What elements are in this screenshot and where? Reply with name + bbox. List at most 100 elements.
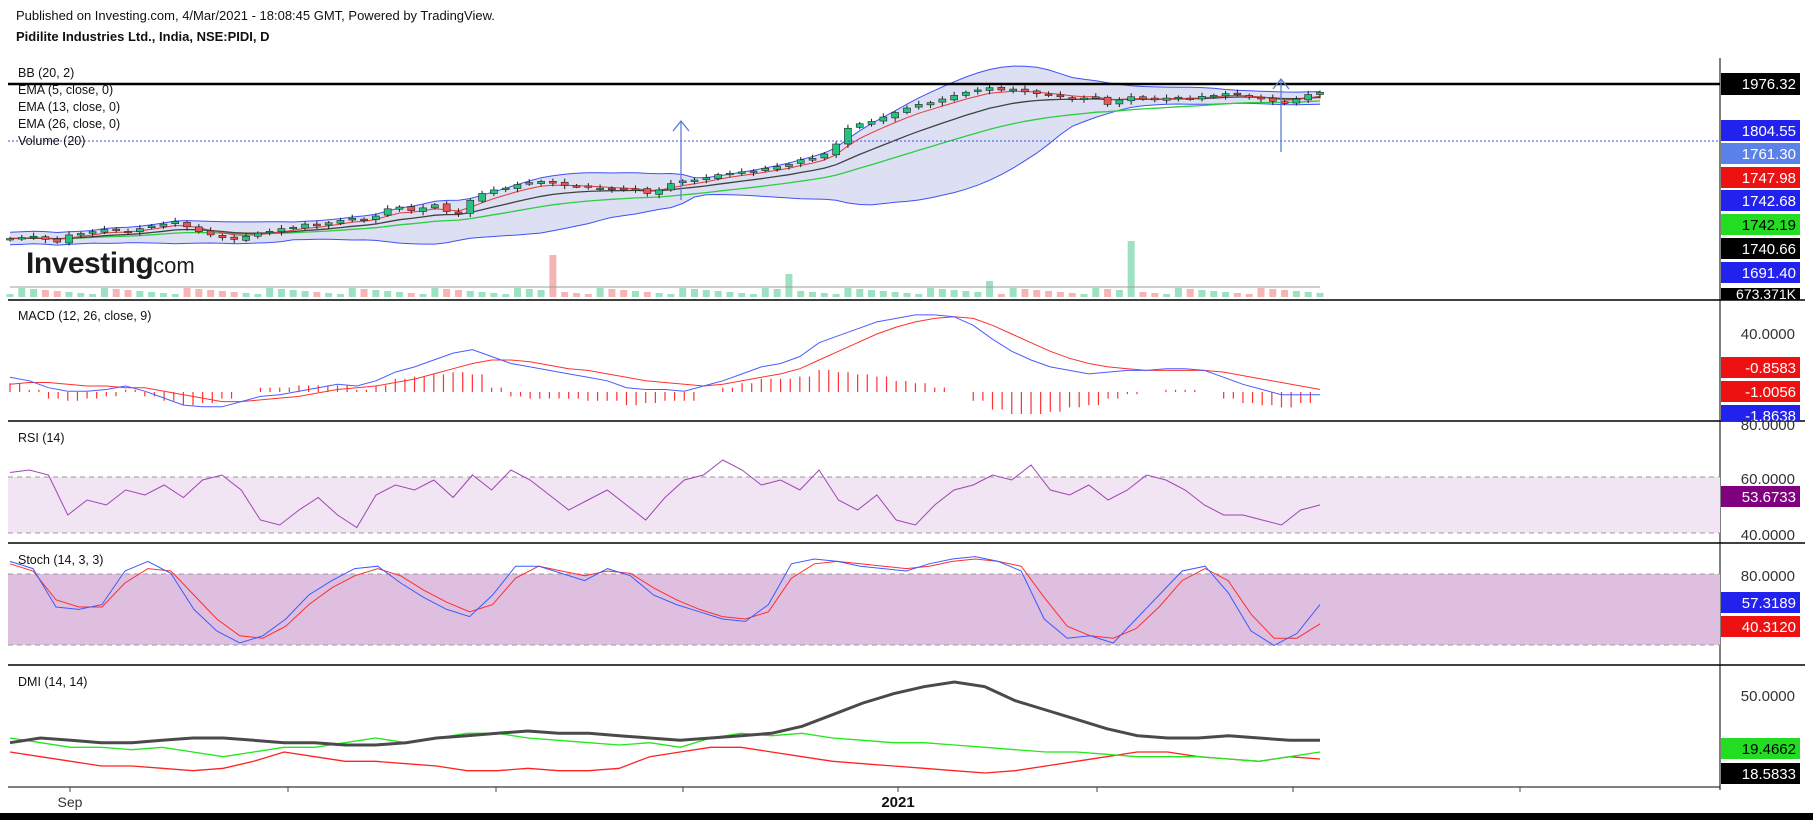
candle-body xyxy=(962,91,970,96)
volume-bar xyxy=(1316,293,1324,297)
candle-body xyxy=(761,168,770,171)
candle-body xyxy=(572,185,581,188)
candle-body xyxy=(796,159,805,164)
legend-macd: MACD (12, 26, close, 9) xyxy=(18,309,151,323)
rsi-axis-40: 40.0000 xyxy=(1741,527,1795,544)
candle-body xyxy=(1044,93,1053,96)
up-arrow-icon xyxy=(672,119,690,200)
candle-body xyxy=(702,177,711,180)
bollinger-band-fill xyxy=(10,66,1320,246)
candle-body xyxy=(1021,88,1029,93)
candle-body xyxy=(136,228,144,233)
volume-bar xyxy=(537,290,545,297)
candle-body xyxy=(407,206,416,211)
volume-bar xyxy=(1281,290,1289,297)
volume-bar xyxy=(1104,289,1112,297)
volume-bar xyxy=(679,288,687,297)
candle-body xyxy=(903,107,911,113)
candle-body xyxy=(419,207,427,212)
volume-bar xyxy=(242,293,250,297)
volume-bar xyxy=(950,290,958,297)
dmi-tag xyxy=(1721,763,1800,784)
dmi-axis-50: 50.0000 xyxy=(1741,688,1795,705)
candle-body xyxy=(183,222,191,228)
candle-body xyxy=(348,217,357,221)
stoch-axis-80: 80.0000 xyxy=(1741,568,1795,585)
macd-line xyxy=(9,314,1320,408)
price-tag xyxy=(1721,214,1800,235)
volume-bar xyxy=(596,288,604,297)
rsi-axis-80: 80.0000 xyxy=(1741,417,1795,434)
candle-body xyxy=(112,228,121,231)
candle-body xyxy=(1233,92,1242,95)
volume-bar xyxy=(395,292,403,297)
candle-body xyxy=(77,233,85,236)
volume-bar xyxy=(1163,294,1171,297)
candle-body xyxy=(1245,95,1253,98)
volume-bar xyxy=(938,289,946,297)
volume-bar xyxy=(53,291,61,297)
volume-bar xyxy=(313,292,321,297)
bollinger-upper-line xyxy=(9,65,1321,234)
candle-body xyxy=(631,188,640,191)
volume-bar xyxy=(643,292,651,297)
adx-line xyxy=(9,680,1320,747)
candle-body xyxy=(938,98,947,103)
candle-body xyxy=(879,116,888,122)
rsi-tag xyxy=(1721,486,1800,507)
volume-bar xyxy=(1033,290,1041,297)
candle-body xyxy=(1304,94,1312,101)
volume-bar xyxy=(431,288,439,297)
volume-bar xyxy=(915,294,923,297)
volume-bar xyxy=(1210,291,1218,297)
volume-bar xyxy=(195,289,203,297)
volume-bar xyxy=(266,288,274,297)
candle-body xyxy=(1198,96,1206,100)
resistance-tag xyxy=(1721,73,1800,95)
candle-body xyxy=(832,143,840,156)
volume-bar xyxy=(620,290,628,297)
candle-body xyxy=(53,238,62,243)
candle-body xyxy=(1139,96,1147,100)
macd-histogram xyxy=(9,370,1311,414)
candle-body xyxy=(65,234,73,244)
volume-bar xyxy=(1292,291,1300,297)
candle-body xyxy=(1056,94,1065,98)
price-tag-text: 1691.40 xyxy=(1742,265,1796,282)
symbol-title: Pidilite Industries Ltd., India, NSE:PID… xyxy=(16,29,270,44)
volume-bar xyxy=(1222,292,1230,297)
volume-bar xyxy=(832,294,840,297)
volume-bar xyxy=(1115,290,1123,297)
candle-body xyxy=(973,89,982,92)
panel-frames xyxy=(0,58,1813,820)
volume-bar xyxy=(584,294,592,297)
candle-body xyxy=(950,95,958,101)
volume-bar xyxy=(667,294,675,297)
volume-bar xyxy=(738,293,746,297)
bollinger-lower-line xyxy=(9,102,1321,246)
volume-bar xyxy=(856,289,864,297)
candle-body xyxy=(29,235,38,239)
candle-body xyxy=(324,222,333,226)
candle-body xyxy=(265,231,274,234)
stoch-tag-text: 40.3120 xyxy=(1742,619,1796,636)
volume-bar xyxy=(962,291,970,297)
candle-body xyxy=(678,180,687,183)
volume-bar xyxy=(655,293,663,297)
price-panel: BB (20, 2) EMA (5, close, 0) EMA (13, cl… xyxy=(6,65,1800,302)
candle-body xyxy=(1103,96,1112,105)
price-tag-text: 1804.55 xyxy=(1742,123,1796,140)
macd-panel: MACD (12, 26, close, 9) 40.0000 -0.8583-… xyxy=(9,309,1800,425)
volume-bar xyxy=(65,292,73,297)
ema-26-line xyxy=(9,100,1321,240)
volume-bar xyxy=(419,294,427,297)
macd-tag xyxy=(1721,357,1800,378)
candle-body xyxy=(88,231,97,234)
candle-body xyxy=(100,229,109,233)
dmi-tag-text: 18.5833 xyxy=(1742,766,1796,783)
candle-body xyxy=(667,183,675,191)
candle-body xyxy=(1316,91,1324,95)
macd-tag xyxy=(1721,381,1800,402)
volume-bar xyxy=(1080,294,1088,297)
candle-body xyxy=(41,236,50,240)
